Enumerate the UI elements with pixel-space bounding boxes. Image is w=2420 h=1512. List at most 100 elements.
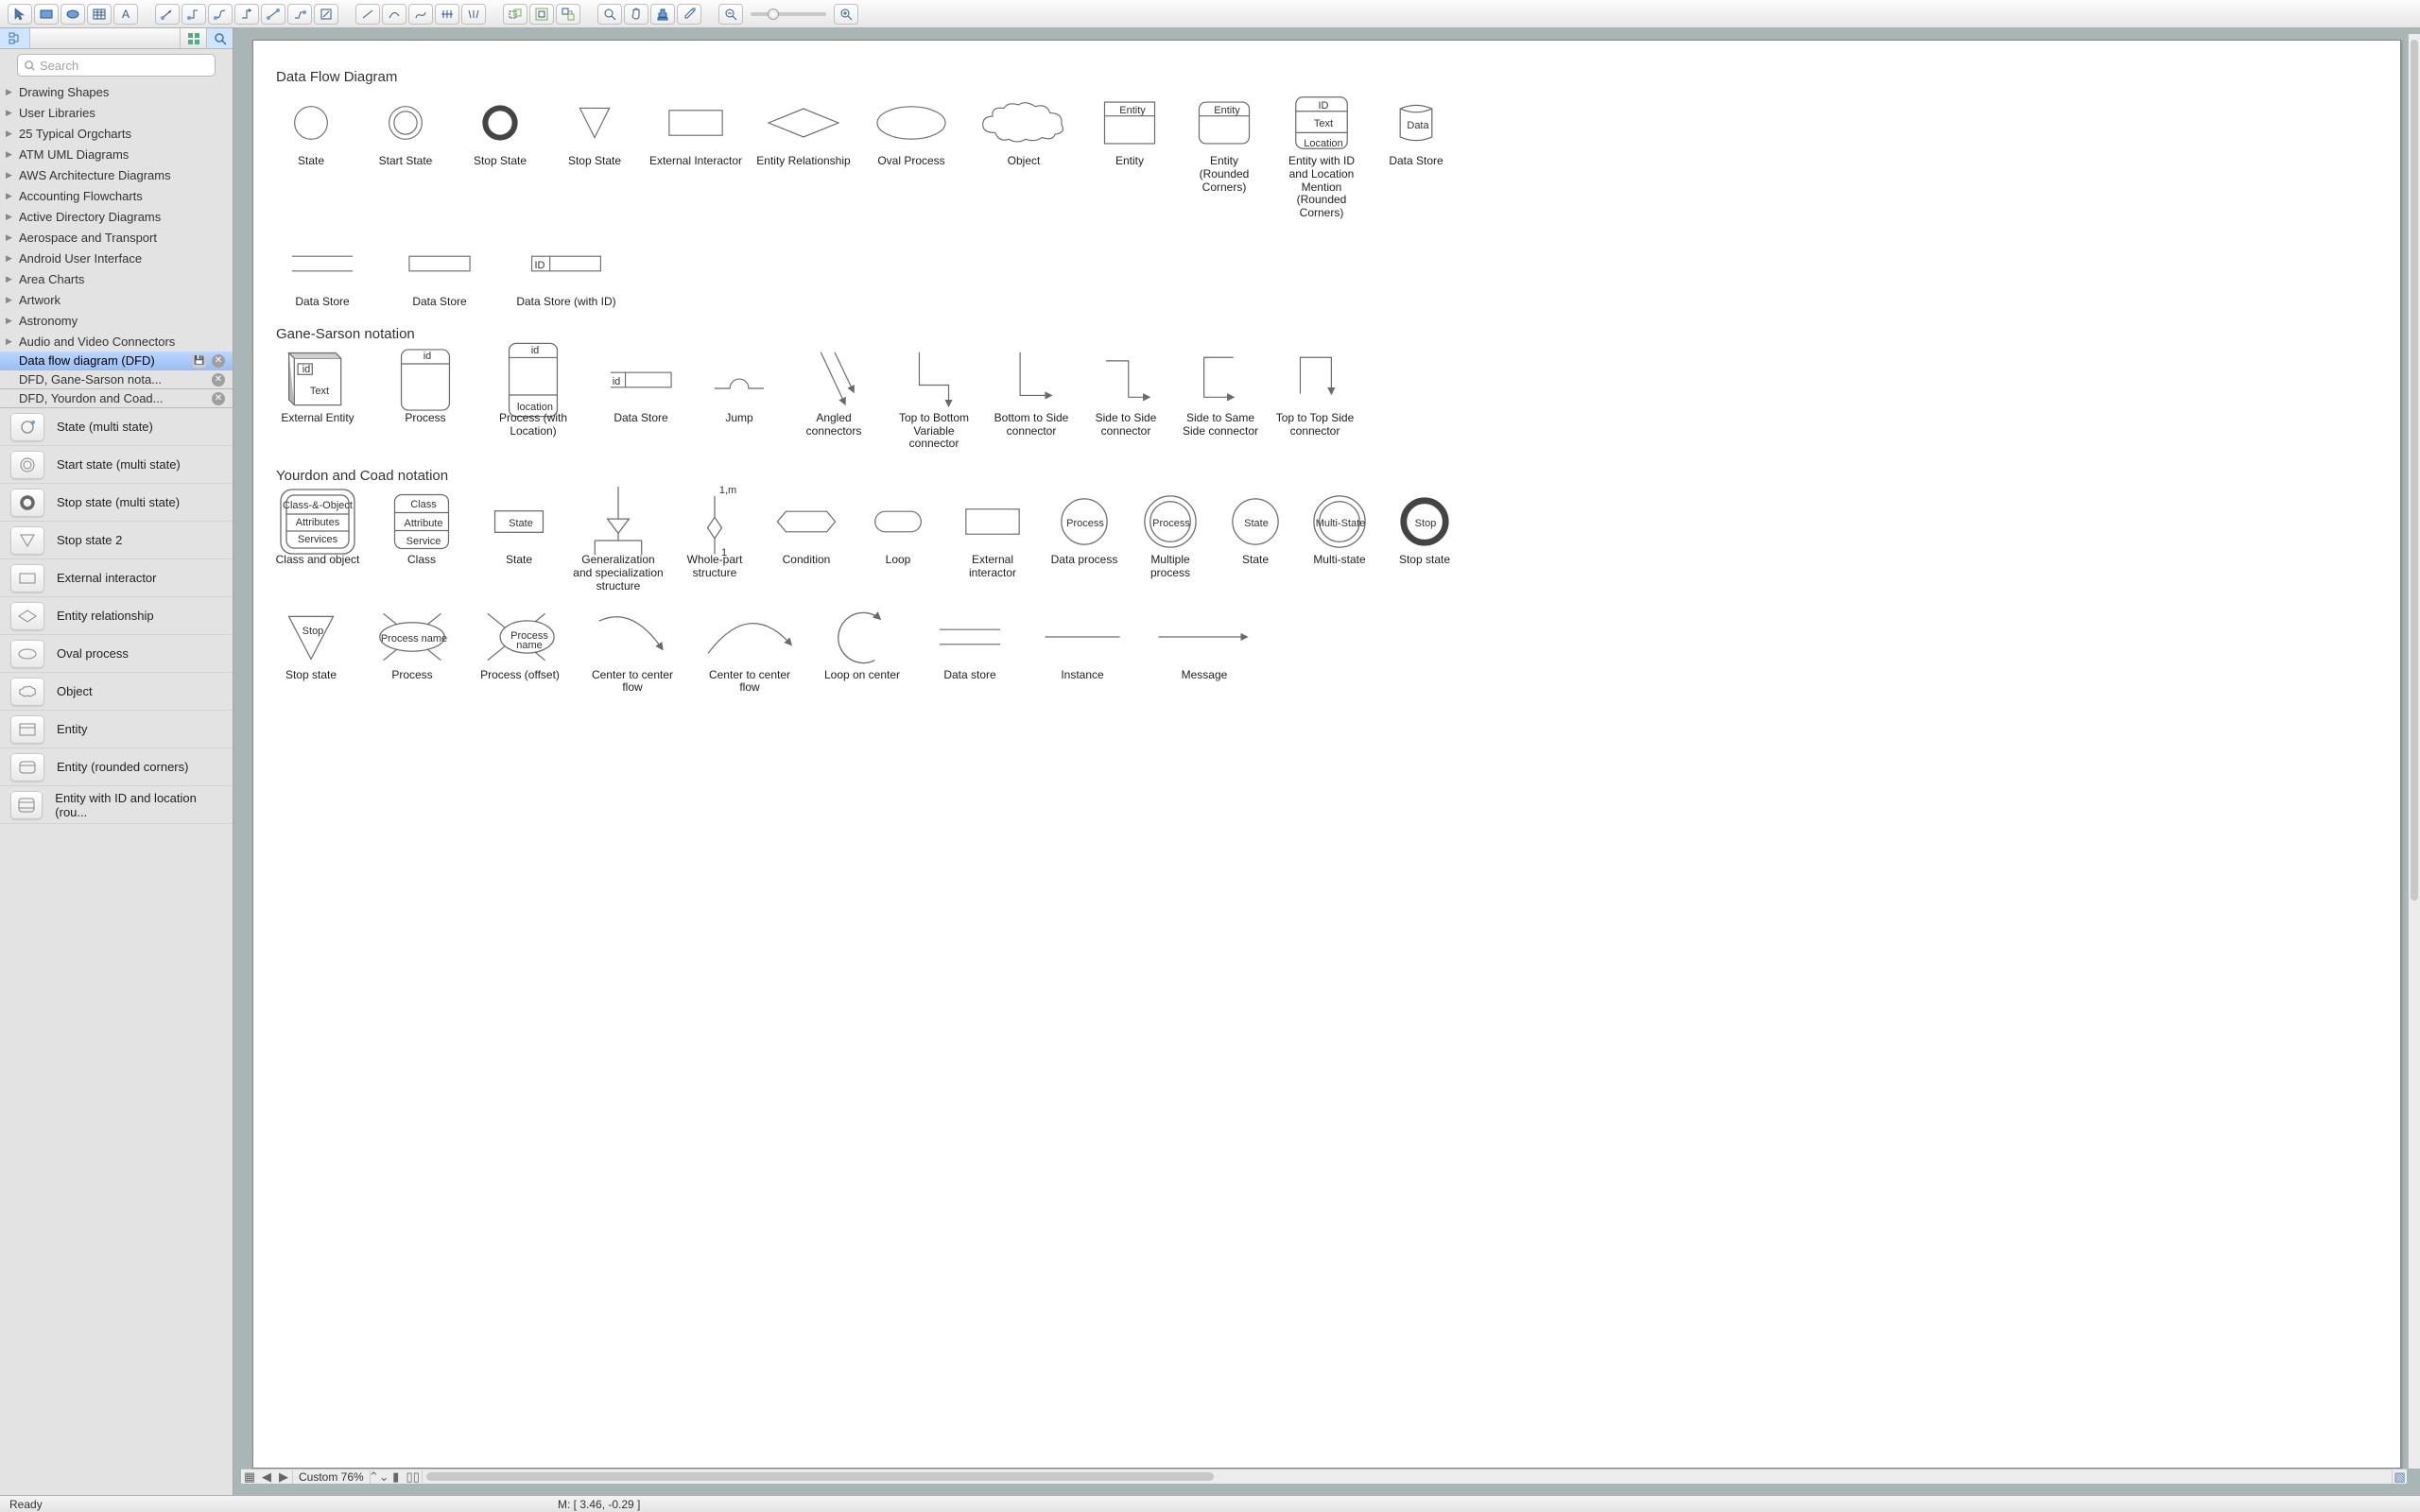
conn-tool-5[interactable] [261,4,285,25]
diagram-shape[interactable]: Process name Process [365,610,459,696]
palette-shape[interactable]: Entity with ID and location (rou... [0,786,233,824]
library-item[interactable]: ▶25 Typical Orgcharts [0,123,233,144]
diagram-shape[interactable]: idText External Entity [270,353,365,451]
diagram-shape[interactable]: ClassAttributeService Class [378,495,465,593]
diagram-shape[interactable]: Loop [860,495,936,593]
diagram-shape[interactable]: Process Multiple process [1132,495,1208,593]
zoom-slider[interactable] [751,12,826,16]
view-mode-1[interactable]: ▮ [388,1470,405,1484]
diagram-shape[interactable]: Entity Entity (Rounded Corners) [1184,96,1265,220]
diagram-shape[interactable]: Jump [701,353,777,451]
ellipse-tool[interactable] [60,4,85,25]
diagram-shape[interactable]: Message [1148,610,1261,696]
pointer-tool[interactable] [8,4,32,25]
diagram-shape[interactable]: State State [478,495,560,593]
diagram-shape[interactable]: Oval Process [864,96,959,220]
diagram-shape[interactable]: Entity Entity [1089,96,1170,220]
palette-shape[interactable]: Stop state 2 [0,522,233,559]
diagram-shape[interactable]: Data store [923,610,1017,696]
group-tool-1[interactable] [503,4,527,25]
zoom-readout[interactable]: Custom 76% [292,1470,371,1484]
library-item[interactable]: ▶Active Directory Diagrams [0,206,233,227]
diagram-shape[interactable]: Instance [1030,610,1134,696]
line-tool-2[interactable] [382,4,406,25]
zoom-tool[interactable] [597,4,622,25]
palette-shape[interactable]: External interactor [0,559,233,597]
library-item[interactable]: ▶Artwork [0,289,233,310]
library-item[interactable]: ▶User Libraries [0,102,233,123]
zoom-in-button[interactable] [834,4,858,25]
close-icon[interactable]: ✕ [212,354,225,368]
library-item[interactable]: ▶ATM UML Diagrams [0,144,233,164]
diagram-shape[interactable]: Object [972,96,1076,220]
diagram-shape[interactable]: Condition [766,495,847,593]
conn-tool-2[interactable] [182,4,206,25]
diagram-shape[interactable]: id Data Store [594,353,688,451]
tree-view-tab[interactable] [0,28,30,48]
conn-tool-4[interactable] [234,4,259,25]
line-tool-5[interactable] [461,4,486,25]
page-tabs-icon[interactable]: ▦ [241,1470,258,1484]
diagram-shape[interactable]: Loop on center [815,610,909,696]
diagram-shape[interactable]: ID Data Store (with ID) [505,237,628,309]
diagram-shape[interactable]: Stop Stop state [270,610,352,696]
diagram-shape[interactable]: Bottom to Side connector [991,353,1072,451]
diagram-shape[interactable]: External Interactor [648,96,743,220]
view-mode-2[interactable]: ▯▯ [405,1470,422,1484]
palette-shape[interactable]: Object [0,673,233,711]
diagram-shape[interactable]: Multi-State Multi-state [1303,495,1376,593]
diagram-shape[interactable]: Top to Top Side connector [1274,353,1356,451]
page-next-icon[interactable]: ▶ [275,1470,292,1484]
diagram-shape[interactable]: 1,m1 Whole-part structure [677,495,752,593]
diagram-shape[interactable]: Center to center flow [698,610,802,696]
library-item[interactable]: ▶Android User Interface [0,248,233,268]
palette-shape[interactable]: Entity [0,711,233,748]
diagram-shape[interactable]: Center to center flow [580,610,684,696]
diagram-shape[interactable]: Data Store [388,237,492,309]
diagram-shape[interactable]: Data Store [270,237,374,309]
group-tool-2[interactable] [529,4,554,25]
save-icon[interactable]: 💾 [193,354,206,368]
diagram-shape[interactable]: External interactor [949,495,1036,593]
close-icon[interactable]: ✕ [212,373,225,387]
vertical-scrollbar[interactable] [2408,34,2420,1469]
line-tool-4[interactable] [435,4,459,25]
stencil-tab[interactable]: Data flow diagram (DFD)💾✕ [0,352,233,370]
search-input[interactable] [40,59,209,73]
diagram-shape[interactable]: Generalization and specialization struct… [573,495,664,593]
grid-view-tab[interactable] [180,28,206,48]
conn-tool-6[interactable] [287,4,312,25]
diagram-shape[interactable]: Top to Bottom Variable connector [890,353,977,451]
diagram-shape[interactable]: Stop Stop state [1390,495,1460,593]
group-tool-3[interactable] [556,4,580,25]
rect-tool[interactable] [34,4,59,25]
diagram-shape[interactable]: id Process [378,353,473,451]
conn-tool-1[interactable] [155,4,180,25]
stamp-tool[interactable] [650,4,675,25]
conn-tool-7[interactable] [314,4,338,25]
dropper-tool[interactable] [677,4,701,25]
palette-shape[interactable]: Oval process [0,635,233,673]
diagram-shape[interactable]: State State [1221,495,1289,593]
presentation-icon[interactable]: ▧ [2392,1470,2407,1484]
diagram-shape[interactable]: Side to Side connector [1085,353,1167,451]
diagram-shape[interactable]: Stop State [459,96,541,220]
diagram-shape[interactable]: Process Data process [1049,495,1119,593]
diagram-shape[interactable]: idlocation Process (with Location) [486,353,580,451]
palette-shape[interactable]: Stop state (multi state) [0,484,233,522]
library-item[interactable]: ▶Astronomy [0,310,233,331]
library-item[interactable]: ▶Area Charts [0,268,233,289]
library-item[interactable]: ▶Aerospace and Transport [0,227,233,248]
diagram-shape[interactable]: Data Data Store [1378,96,1454,220]
drawing-page[interactable]: Data Flow Diagram State Start State Stop… [252,40,2401,1469]
library-item[interactable]: ▶Accounting Flowcharts [0,185,233,206]
palette-shape[interactable]: Start state (multi state) [0,446,233,484]
table-tool[interactable] [87,4,112,25]
palette-shape[interactable]: Entity relationship [0,597,233,635]
diagram-shape[interactable]: IDTextLocation Entity with ID and Locati… [1278,96,1365,220]
zoom-step-icon[interactable]: ⌃⌄ [371,1470,388,1484]
hand-tool[interactable] [624,4,648,25]
diagram-shape[interactable]: Class-&-ObjectAttributesServices Class a… [270,495,365,593]
stencil-tab[interactable]: DFD, Yourdon and Coad...✕ [0,389,233,408]
library-item[interactable]: ▶AWS Architecture Diagrams [0,164,233,185]
